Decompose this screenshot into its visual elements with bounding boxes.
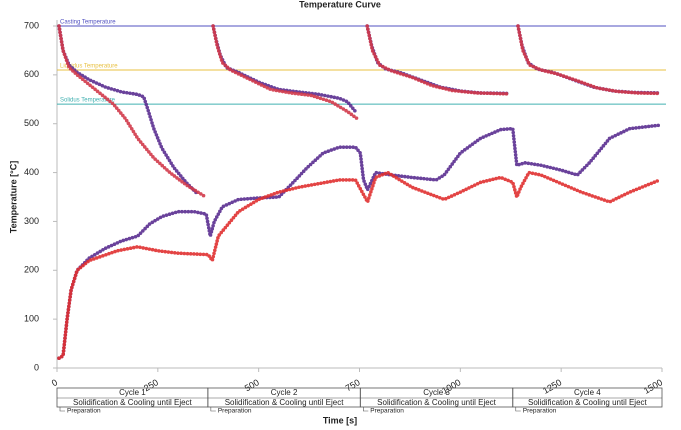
y-tick-label: 200 (24, 265, 39, 275)
cycle-phase: Solidification & Cooling until Eject (225, 398, 345, 407)
reference-label: Liquidus Temperature (60, 64, 118, 70)
cycle-name: Cycle 2 (271, 388, 298, 397)
series-line (57, 24, 207, 198)
y-tick-label: 500 (24, 118, 39, 128)
x-tick-label: 0 (50, 377, 59, 388)
x-axis-label: Time [s] (323, 415, 357, 425)
cycle-prep: Preparation (523, 408, 557, 415)
x-tick-label: 1250 (541, 377, 563, 396)
y-tick-label: 600 (24, 69, 39, 79)
series-line (57, 123, 662, 361)
cycle-name: Cycle 1 (119, 388, 146, 397)
y-axis-label: Temperature [°C] (8, 161, 18, 233)
y-tick-label: 400 (24, 167, 39, 177)
y-tick-label: 700 (24, 20, 39, 30)
reference-label: Casting Temperature (60, 20, 116, 26)
series-line (365, 24, 511, 96)
series-line (516, 24, 662, 96)
series-line (516, 24, 662, 95)
x-tick-label: 500 (243, 377, 261, 393)
y-tick-label: 0 (34, 362, 39, 372)
reference-label: Solidus Temperature (60, 98, 116, 104)
cycle-prep: Preparation (67, 408, 101, 415)
series-line (365, 24, 511, 96)
y-tick-label: 100 (24, 314, 39, 324)
cycle-name: Cycle 4 (574, 388, 601, 397)
series-line (57, 24, 200, 197)
prep-bracket (515, 407, 521, 412)
cycle-prep: Preparation (218, 408, 252, 415)
chart-title: Temperature Curve (299, 0, 381, 9)
x-tick-label: 1500 (642, 377, 664, 396)
cycle-name: Cycle 3 (423, 388, 450, 397)
y-tick-label: 300 (24, 216, 39, 226)
cycle-phase: Solidification & Cooling until Eject (377, 398, 497, 407)
series-line (211, 24, 358, 114)
cycle-prep: Preparation (370, 408, 404, 415)
series-line (57, 170, 662, 361)
prep-bracket (210, 407, 216, 412)
x-tick-label: 750 (344, 377, 362, 393)
cycle-phase: Solidification & Cooling until Eject (528, 398, 648, 407)
cycle-box (512, 387, 663, 408)
prep-bracket (59, 407, 65, 412)
prep-bracket (363, 407, 369, 412)
cycle-phase: Solidification & Cooling until Eject (73, 398, 193, 407)
series-line (211, 24, 360, 121)
